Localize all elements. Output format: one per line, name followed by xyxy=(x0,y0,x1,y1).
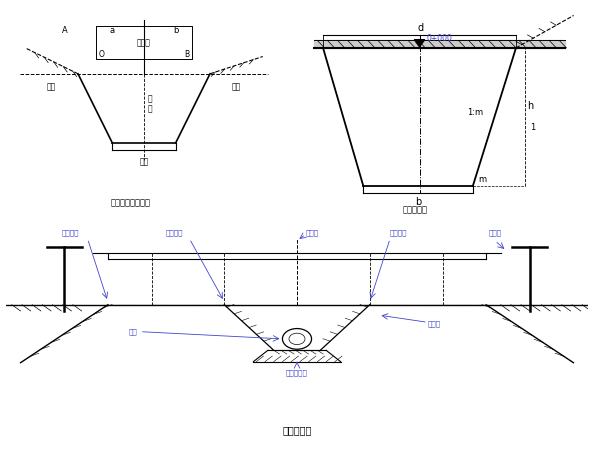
Text: 混凝土垫层: 混凝土垫层 xyxy=(286,369,308,375)
Text: 坡度钉: 坡度钉 xyxy=(428,320,441,327)
Text: 沟底边线: 沟底边线 xyxy=(390,230,407,236)
Text: a: a xyxy=(110,26,115,35)
Text: b: b xyxy=(173,26,178,35)
Polygon shape xyxy=(415,40,425,47)
Text: 1:m: 1:m xyxy=(467,108,483,117)
Text: 底宽: 底宽 xyxy=(139,157,149,166)
Text: 中心线: 中心线 xyxy=(306,229,319,236)
Text: 深
度: 深 度 xyxy=(148,94,152,114)
Text: m: m xyxy=(479,175,487,184)
Text: 开挖边线: 开挖边线 xyxy=(61,230,79,236)
Text: h: h xyxy=(527,101,534,111)
Text: 中心桩: 中心桩 xyxy=(137,38,151,47)
Text: A: A xyxy=(62,26,68,35)
Text: 1: 1 xyxy=(530,123,536,132)
Text: d: d xyxy=(418,23,424,33)
Text: 坡度桩: 坡度桩 xyxy=(488,230,502,236)
Text: O: O xyxy=(99,50,105,59)
Text: 边桩: 边桩 xyxy=(47,82,56,91)
Text: 0+000: 0+000 xyxy=(427,34,452,43)
Text: 横断面测设示意图: 横断面测设示意图 xyxy=(111,199,151,208)
Text: b: b xyxy=(415,197,421,207)
Text: 坡度桩设置: 坡度桩设置 xyxy=(283,425,311,435)
Text: 边桩: 边桩 xyxy=(232,82,241,91)
Text: 路基边线: 路基边线 xyxy=(166,230,184,236)
Text: 开槽断面图: 开槽断面图 xyxy=(403,205,428,214)
Text: B: B xyxy=(184,50,189,59)
Text: 水管: 水管 xyxy=(128,328,137,335)
